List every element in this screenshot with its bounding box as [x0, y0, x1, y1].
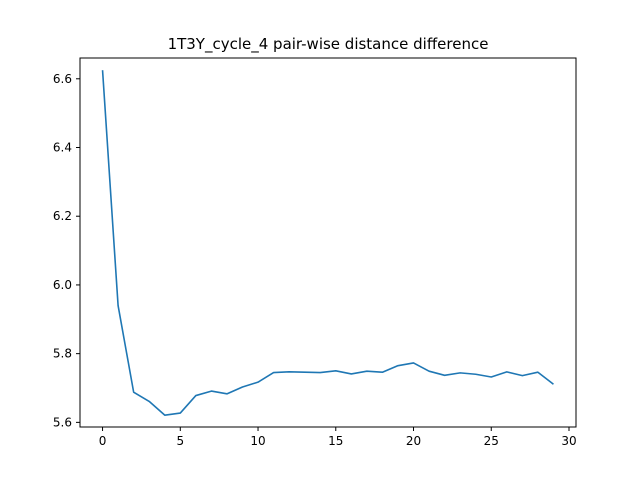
x-tick-label: 25 [484, 434, 499, 448]
x-tick-label: 5 [176, 434, 184, 448]
plot-frame [79, 57, 577, 428]
y-tick-label: 5.8 [53, 347, 72, 361]
y-tick-label: 6.6 [53, 72, 72, 86]
chart-title: 1T3Y_cycle_4 pair-wise distance differen… [168, 35, 489, 54]
y-tick-label: 6.2 [53, 209, 72, 223]
x-tick-label: 20 [406, 434, 421, 448]
y-tick-label: 6.0 [53, 278, 72, 292]
series-layer [101, 70, 554, 416]
axis-ticks: 0 5 10 15 20 25 30 5.6 5.8 6.0 6.2 6.4 6.6 [53, 72, 577, 448]
x-tick-label: 0 [99, 434, 107, 448]
x-tick-label: 15 [328, 434, 343, 448]
y-tick-label: 6.4 [53, 141, 72, 155]
series-line [101, 70, 554, 416]
x-tick-label: 10 [250, 434, 265, 448]
y-tick-label: 5.6 [53, 415, 72, 429]
x-tick-label: 30 [561, 434, 576, 448]
